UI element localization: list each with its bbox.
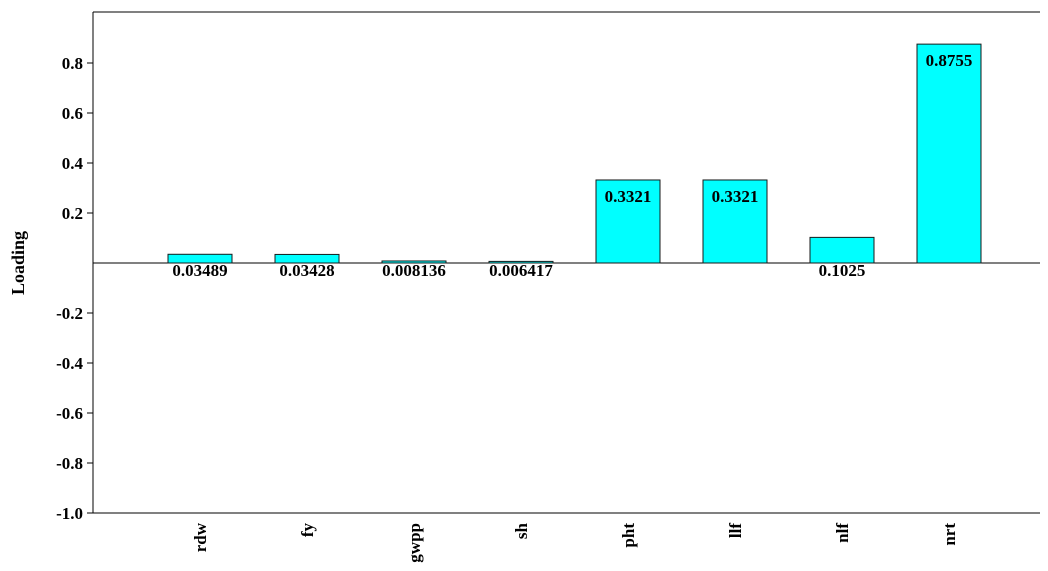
bar-rdw	[167, 253, 233, 264]
y-tick-label: -1.0	[56, 504, 83, 523]
category-label-nrt: nrt	[940, 523, 959, 546]
y-tick-label: -0.6	[56, 404, 83, 423]
bar-nlf	[809, 236, 875, 264]
data-label-llf: 0.3321	[712, 187, 759, 206]
bar-pht	[595, 179, 661, 264]
bar-gwpp	[381, 260, 447, 264]
data-label-nrt: 0.8755	[926, 51, 973, 70]
bars	[167, 43, 982, 264]
y-tick-label: -0.8	[56, 454, 83, 473]
bar-sh	[488, 260, 554, 264]
data-label-rdw: 0.03489	[172, 261, 227, 280]
axes	[92, 11, 1040, 514]
y-tick-label: 0.4	[62, 154, 84, 173]
bar-llf	[702, 179, 768, 264]
data-label-sh: 0.006417	[489, 261, 553, 280]
y-tick-label: -0.2	[56, 304, 83, 323]
y-tick-label: 0.8	[62, 54, 83, 73]
category-label-pht: pht	[619, 523, 638, 548]
x-category-labels: rdw fy gwpp sh pht llf nlf nrt	[191, 522, 959, 562]
y-tick-label: -0.4	[56, 354, 83, 373]
data-label-gwpp: 0.008136	[382, 261, 446, 280]
y-tick-label: 0.6	[62, 104, 83, 123]
category-label-gwpp: gwpp	[405, 523, 424, 563]
category-label-sh: sh	[512, 522, 531, 539]
category-label-fy: fy	[298, 523, 317, 538]
category-label-nlf: nlf	[833, 523, 852, 543]
y-ticks: -1.0 -0.8 -0.6 -0.4 -0.2 0.2 0.4 0.6 0.8	[56, 54, 93, 523]
y-axis-title: Loading	[8, 231, 28, 295]
y-tick-label: 0.2	[62, 204, 83, 223]
data-label-pht: 0.3321	[605, 187, 652, 206]
category-label-llf: llf	[726, 523, 745, 538]
bar-fy	[274, 253, 340, 264]
category-label-rdw: rdw	[191, 522, 210, 552]
data-label-nlf: 0.1025	[819, 261, 866, 280]
data-labels: 0.03489 0.03428 0.008136 0.006417 0.3321 0.33…	[172, 51, 972, 280]
data-label-fy: 0.03428	[279, 261, 334, 280]
bar-nrt	[916, 43, 982, 264]
